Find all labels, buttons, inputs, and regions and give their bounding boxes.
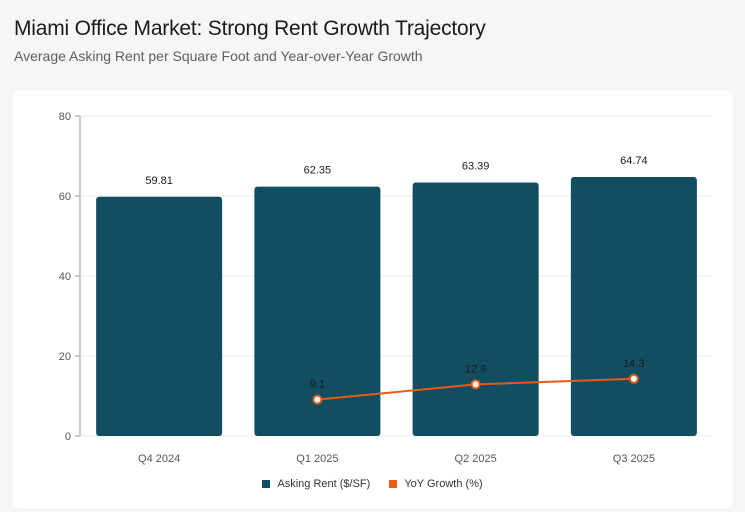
legend-swatch-line <box>389 480 398 488</box>
legend-label-yoy-growth: YoY Growth (%) <box>404 478 483 490</box>
legend-swatch-bar <box>262 480 271 488</box>
legend-label-asking-rent: Asking Rent ($/SF) <box>277 478 371 490</box>
y-tick-label: 40 <box>59 271 71 283</box>
x-category-label: Q3 2025 <box>613 453 655 465</box>
bar <box>570 177 697 436</box>
bar-value-label: 62.35 <box>304 165 332 177</box>
y-tick-label: 60 <box>59 191 71 203</box>
line-value-label: 14.3 <box>623 358 644 370</box>
chart-card: 0 20 40 60 80 59.81 Q4 2024 62.35 Q1 2025 63.39 Q2… <box>13 91 733 508</box>
legend: Asking Rent ($/SF) YoY Growth (%) <box>0 478 745 491</box>
line-value-label: 12.9 <box>465 363 486 375</box>
bar-value-label: 64.74 <box>620 155 648 167</box>
x-category-label: Q4 2024 <box>138 453 180 465</box>
bar-value-label: 63.39 <box>462 160 490 172</box>
chart-subtitle: Average Asking Rent per Square Foot and … <box>14 48 423 64</box>
y-tick-label: 20 <box>59 351 71 363</box>
y-tick-label: 0 <box>65 431 71 443</box>
x-category-label: Q1 2025 <box>296 453 338 465</box>
line-point <box>470 379 481 390</box>
y-tick-label: 80 <box>59 111 71 123</box>
line-point <box>628 373 639 384</box>
chart-canvas: 0 20 40 60 80 59.81 Q4 2024 62.35 Q1 2025 63.39 Q2… <box>59 111 713 465</box>
line-point <box>312 394 323 405</box>
legend-item-asking-rent[interactable]: Asking Rent ($/SF) <box>262 478 370 490</box>
bar-value-label: 59.81 <box>145 175 173 187</box>
bar <box>412 182 539 436</box>
x-category-label: Q2 2025 <box>455 453 497 465</box>
chart-title: Miami Office Market: Strong Rent Growth … <box>14 17 486 40</box>
bar <box>254 186 381 436</box>
bar <box>96 196 223 436</box>
line-value-label: 9.1 <box>310 379 325 391</box>
legend-item-yoy-growth[interactable]: YoY Growth (%) <box>389 478 483 490</box>
